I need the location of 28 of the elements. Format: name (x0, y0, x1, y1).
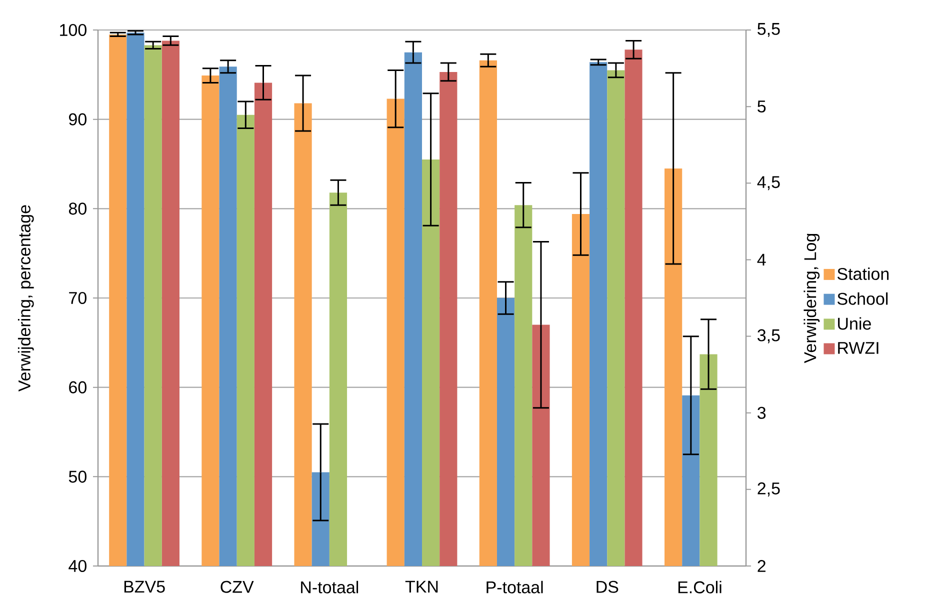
legend-label: School (838, 292, 888, 305)
y-tick-label: 100 (60, 24, 86, 36)
y-axis-title: Verwijdering, percentage (18, 205, 34, 392)
y2-tick-label: 3,5 (758, 329, 780, 344)
legend-label: Station (838, 268, 889, 280)
legend-label: Unie (838, 317, 871, 330)
x-tick-label: TKN (405, 580, 438, 593)
y-tick-label: 80 (68, 202, 86, 215)
y2-tick-label: 4,5 (757, 176, 780, 190)
x-tick-label: BZV5 (124, 580, 165, 593)
y2-tick-label: 2 (758, 560, 766, 572)
y2-tick-label: 5 (758, 100, 766, 113)
x-tick-label: P-totaal (486, 580, 543, 594)
y2-tick-label: 5,5 (758, 23, 780, 37)
y-tick-label: 40 (68, 560, 86, 572)
y2-axis-title: Verwijdering, Log (804, 234, 820, 364)
y-tick-label: 90 (69, 113, 86, 126)
x-tick-label: N-totaal (301, 580, 358, 594)
y-tick-label: 60 (69, 381, 86, 394)
y2-tick-label: 4 (757, 254, 766, 266)
x-tick-label: DS (596, 580, 618, 593)
y-tick-label: 70 (69, 292, 86, 304)
y2-tick-label: 3 (758, 406, 766, 419)
y-tick-label: 50 (68, 470, 86, 483)
x-tick-label: E.Coli (678, 580, 722, 594)
legend-label: RWZI (838, 342, 878, 354)
y2-tick-label: 2,5 (758, 482, 780, 496)
x-tick-label: CZV (220, 580, 254, 593)
